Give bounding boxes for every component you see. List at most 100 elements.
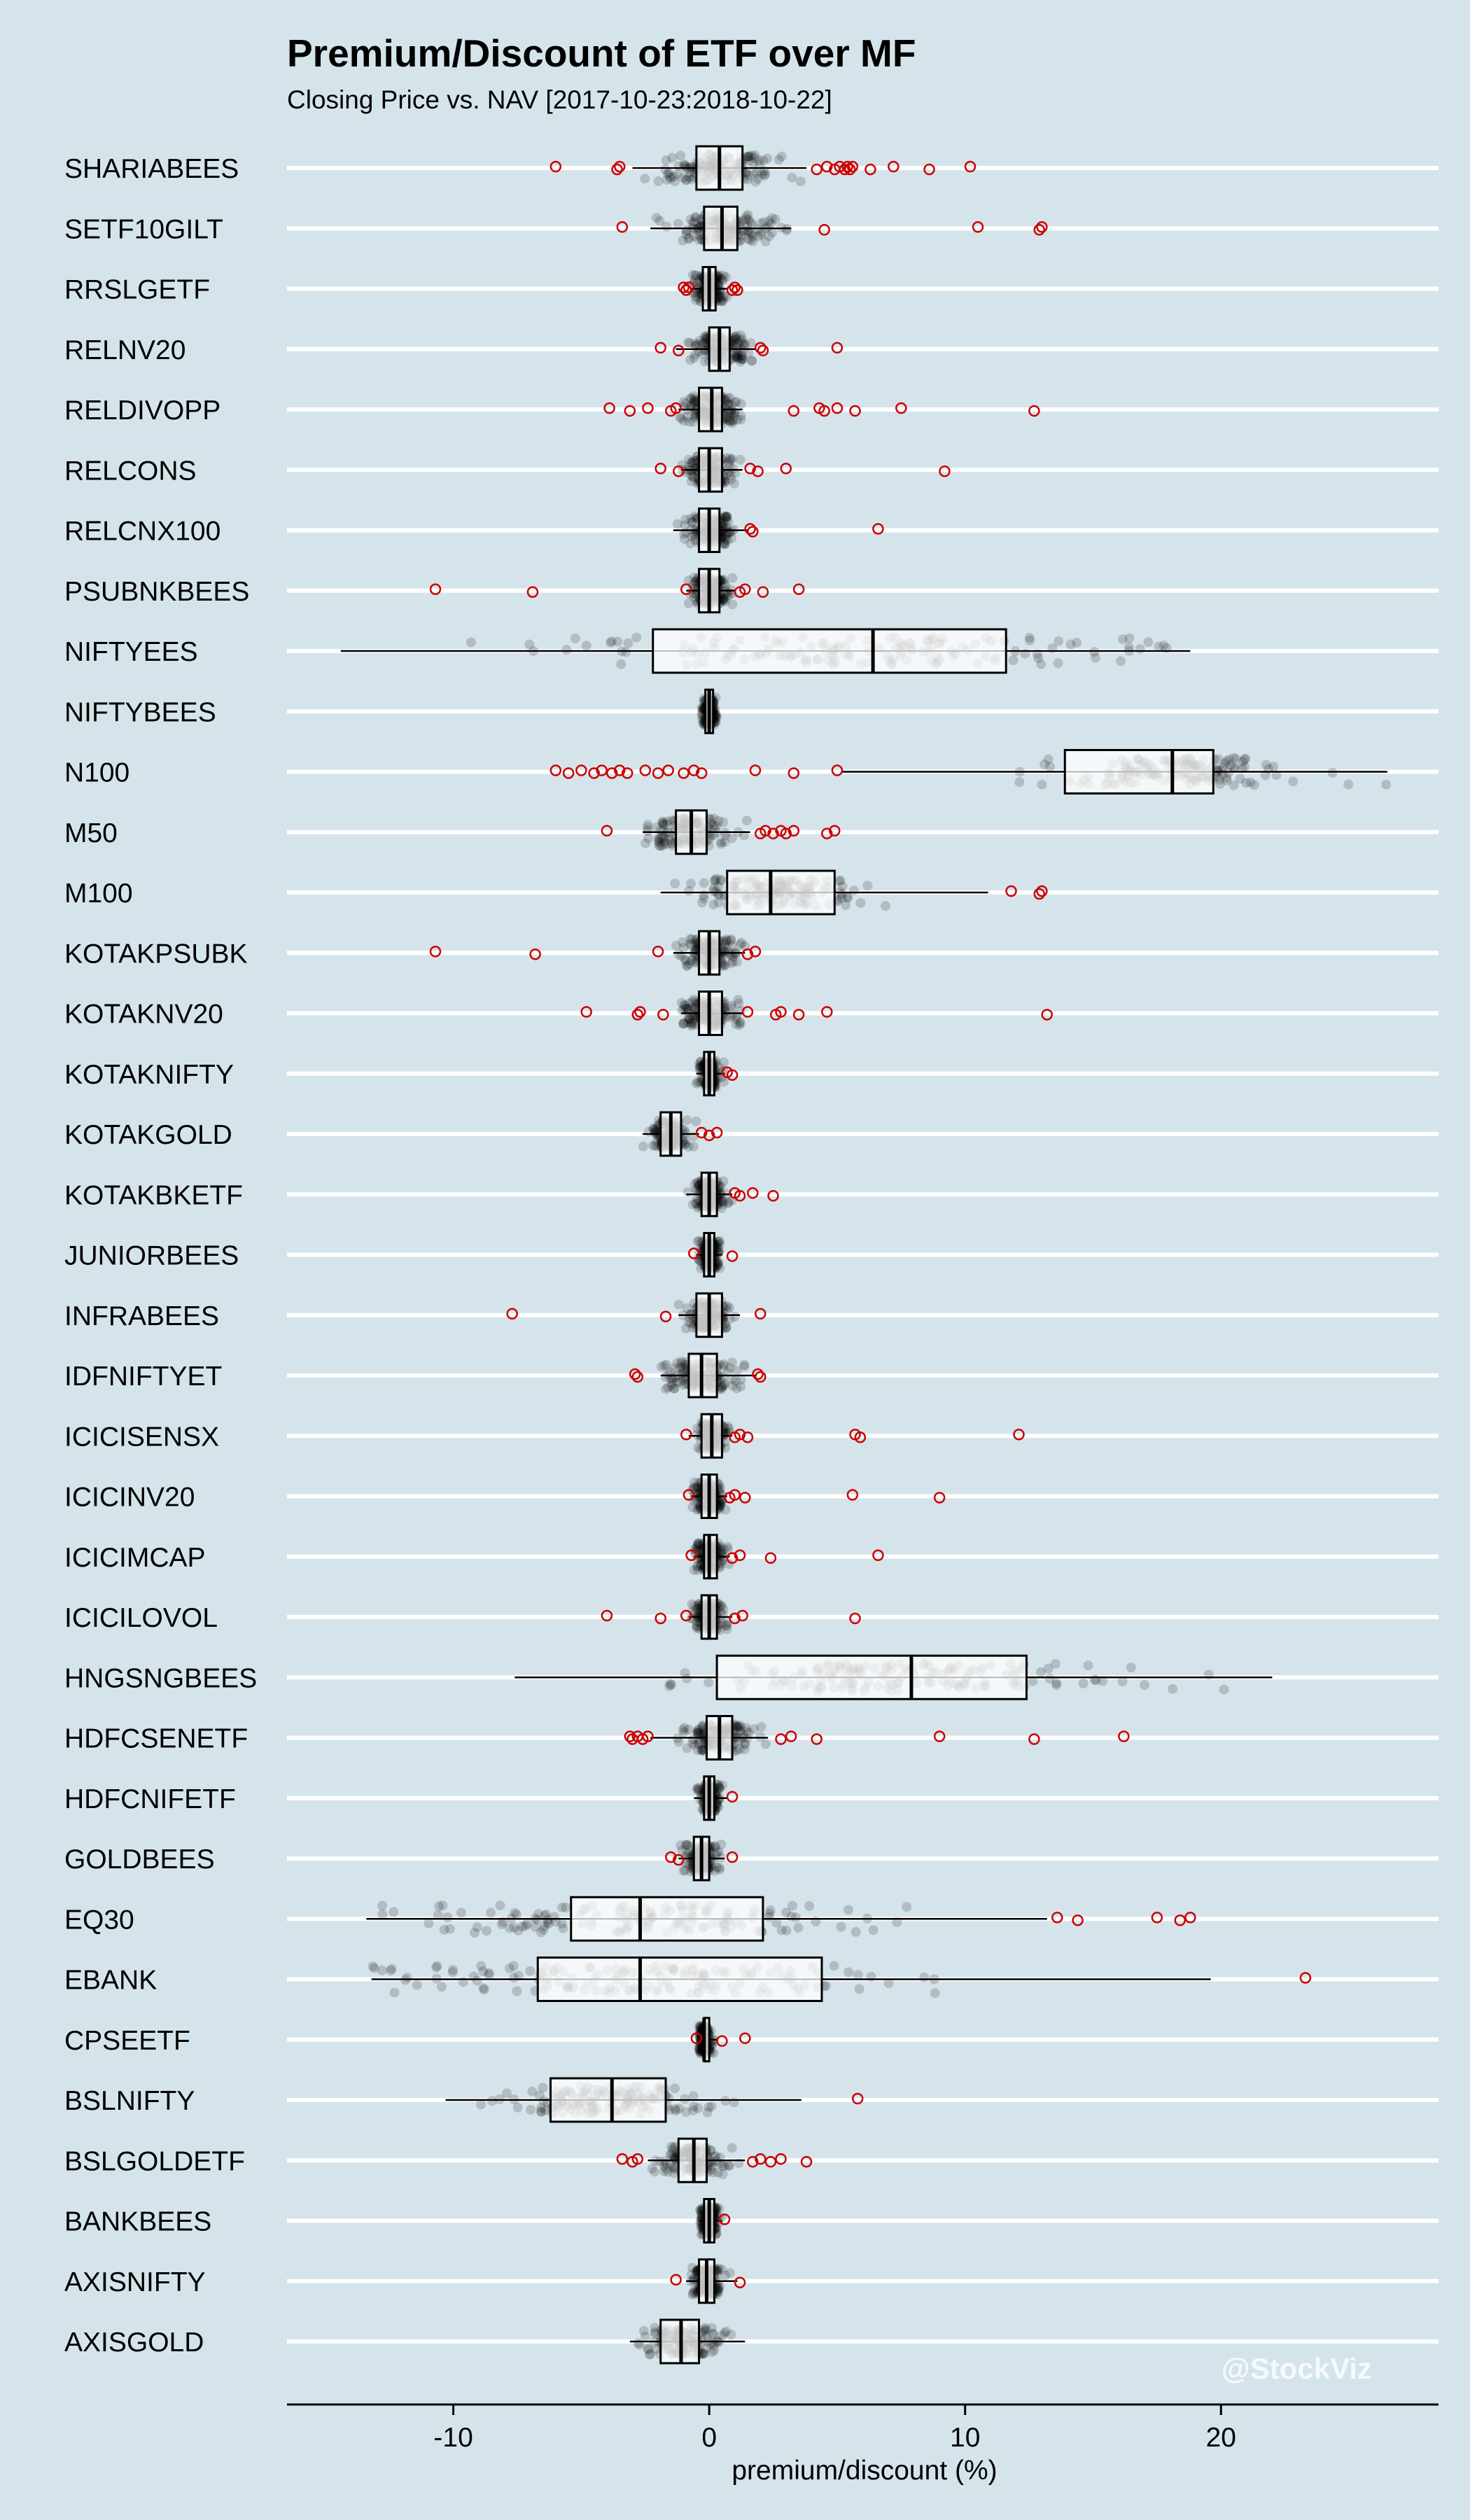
jitter-point xyxy=(745,228,755,239)
category-label: ICICINV20 xyxy=(64,1483,195,1513)
jitter-point xyxy=(1135,644,1145,654)
jitter-point xyxy=(1054,636,1064,646)
jitter-point xyxy=(720,960,731,970)
jitter-point xyxy=(681,230,692,239)
jitter-point xyxy=(1072,638,1082,648)
jitter-point xyxy=(720,580,731,591)
jitter-point xyxy=(664,167,674,178)
jitter-point xyxy=(722,398,733,409)
jitter-point xyxy=(718,275,728,286)
jitter-point xyxy=(729,350,740,360)
jitter-point xyxy=(695,335,705,346)
jitter-point xyxy=(690,535,700,545)
jitter-point xyxy=(724,453,735,463)
jitter-point xyxy=(692,225,703,235)
jitter-point xyxy=(662,839,673,849)
jitter-point xyxy=(689,277,699,288)
jitter-point xyxy=(675,412,685,422)
jitter-point xyxy=(1158,640,1169,651)
jitter-point xyxy=(743,234,754,244)
jitter-point xyxy=(1214,778,1225,789)
jitter-point xyxy=(690,212,701,223)
jitter-point xyxy=(748,167,759,178)
jitter-point xyxy=(729,2097,739,2108)
jitter-point xyxy=(691,270,701,281)
jitter-point xyxy=(760,237,771,246)
jitter-point xyxy=(755,230,766,240)
jitter-point xyxy=(1343,779,1354,790)
jitter-point xyxy=(654,834,664,844)
jitter-point xyxy=(1037,779,1047,790)
jitter-point xyxy=(1245,777,1256,788)
category-label: IDFNIFTYET xyxy=(64,1362,222,1392)
jitter-point xyxy=(685,167,696,178)
jitter-point xyxy=(715,291,725,302)
jitter-point xyxy=(850,1926,861,1937)
jitter-point xyxy=(733,350,743,360)
jitter-point xyxy=(431,1962,442,1973)
jitter-point xyxy=(736,399,746,410)
jitter-point xyxy=(1240,762,1250,772)
jitter-point xyxy=(737,350,747,360)
jitter-point xyxy=(657,841,667,851)
jitter-point xyxy=(715,273,726,284)
jitter-point xyxy=(456,1907,466,1918)
jitter-point xyxy=(1036,1667,1046,1677)
jitter-point xyxy=(640,174,650,184)
jitter-point xyxy=(760,169,771,179)
jitter-point xyxy=(718,575,729,585)
category-label: ICICILOVOL xyxy=(64,1603,218,1633)
jitter-point xyxy=(685,514,696,524)
jitter-point xyxy=(722,393,732,403)
jitter-point xyxy=(729,410,739,421)
jitter-point xyxy=(658,819,668,830)
jitter-point xyxy=(389,1987,400,1998)
jitter-point xyxy=(1220,758,1231,769)
jitter-point xyxy=(660,164,671,175)
jitter-point xyxy=(718,270,729,281)
category-label: HDFCNIFETF xyxy=(64,1784,236,1814)
jitter-point xyxy=(770,214,780,225)
jitter-point xyxy=(1116,656,1126,666)
jitter-point xyxy=(732,353,743,363)
jitter-point xyxy=(718,293,728,304)
jitter-point xyxy=(689,395,699,405)
jitter-point xyxy=(727,405,737,416)
jitter-point xyxy=(685,355,695,365)
jitter-point xyxy=(735,1018,746,1028)
jitter-point xyxy=(653,836,664,847)
jitter-point xyxy=(697,349,708,359)
jitter-point xyxy=(672,1358,682,1368)
jitter-point xyxy=(658,825,668,836)
jitter-point xyxy=(377,1965,387,1975)
jitter-point xyxy=(732,339,743,349)
jitter-point xyxy=(690,577,701,587)
jitter-point xyxy=(621,647,631,657)
jitter-point xyxy=(1235,774,1245,784)
jitter-point xyxy=(736,330,746,340)
jitter-point xyxy=(756,227,766,237)
jitter-point xyxy=(388,1907,399,1917)
jitter-point xyxy=(727,400,737,410)
jitter-point xyxy=(727,526,737,536)
jitter-point xyxy=(690,1477,699,1488)
jitter-point xyxy=(690,274,700,285)
jitter-point xyxy=(719,538,729,548)
category-label: RELNV20 xyxy=(64,335,186,365)
jitter-point xyxy=(718,274,727,285)
jitter-point xyxy=(748,236,758,246)
jitter-point xyxy=(689,592,699,603)
jitter-point xyxy=(720,596,731,607)
jitter-point xyxy=(731,334,741,344)
jitter-point xyxy=(640,838,651,848)
jitter-point xyxy=(643,833,654,844)
jitter-point xyxy=(510,1907,520,1918)
jitter-point xyxy=(631,632,642,643)
jitter-point xyxy=(1231,754,1241,764)
jitter-point xyxy=(835,875,846,886)
jitter-point xyxy=(1216,765,1226,776)
category-label: NIFTYEES xyxy=(64,637,198,667)
jitter-point xyxy=(746,217,756,227)
category-label: SHARIABEES xyxy=(64,154,239,184)
